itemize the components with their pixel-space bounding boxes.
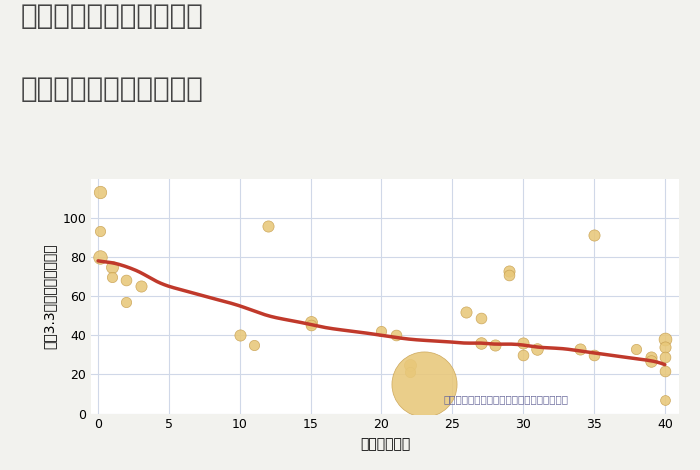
Point (659, 367, 671, 374)
Point (262, 222, 274, 229)
Point (94, 188, 105, 196)
Text: 円の大きさは、取引のあった物件面積を示す: 円の大きさは、取引のあった物件面積を示す (444, 394, 569, 404)
Point (121, 277, 132, 284)
Point (135, 282, 146, 290)
Point (94, 228, 105, 235)
Point (503, 271, 514, 278)
Point (305, 318, 316, 325)
Point (645, 357, 657, 365)
Point (532, 345, 543, 352)
Point (503, 267, 514, 274)
Point (121, 298, 132, 306)
Point (106, 273, 118, 280)
Point (419, 381, 430, 388)
Point (106, 263, 118, 271)
Y-axis label: 坪（3.3㎡）単価（万円）: 坪（3.3㎡）単価（万円） (43, 243, 57, 349)
Point (234, 331, 246, 339)
Point (94, 253, 105, 261)
X-axis label: 築年数（年）: 築年数（年） (360, 437, 410, 451)
Point (589, 232, 600, 239)
Point (589, 351, 600, 359)
Text: 三重県四日市市曽井町の: 三重県四日市市曽井町の (21, 2, 204, 31)
Point (404, 361, 415, 368)
Point (305, 322, 316, 329)
Point (659, 353, 671, 360)
Point (404, 368, 415, 376)
Point (376, 328, 387, 335)
Point (475, 339, 486, 347)
Point (475, 314, 486, 321)
Point (489, 341, 500, 349)
Point (574, 345, 585, 352)
Point (659, 336, 671, 343)
Point (659, 343, 671, 351)
Text: 築年数別中古戸建て価格: 築年数別中古戸建て価格 (21, 75, 204, 103)
Point (248, 341, 260, 349)
Point (659, 396, 671, 404)
Point (390, 331, 401, 339)
Point (461, 308, 472, 315)
Point (631, 345, 642, 352)
Point (517, 339, 528, 347)
Point (645, 353, 657, 360)
Point (517, 351, 528, 359)
